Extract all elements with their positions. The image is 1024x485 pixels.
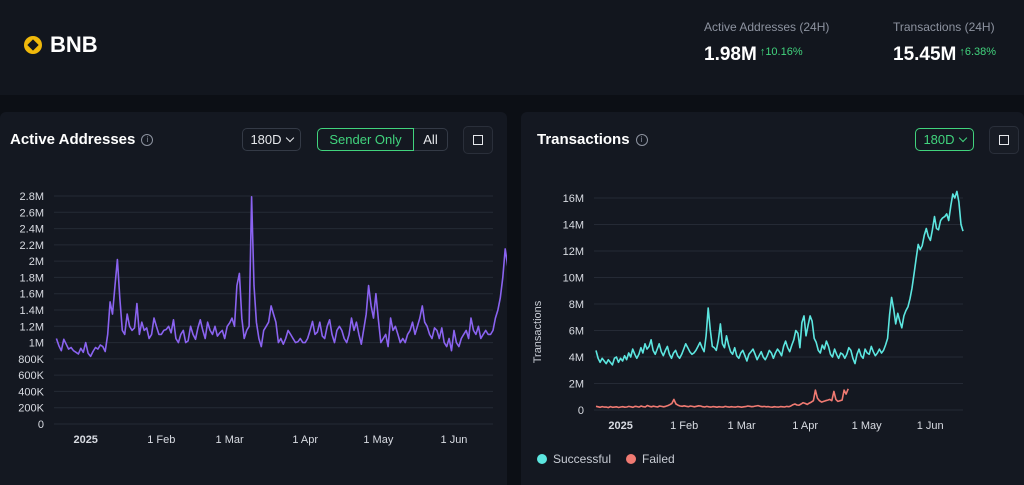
active-addresses-title: Active Addresses i	[10, 131, 154, 148]
y-tick-label: 800K	[18, 354, 44, 366]
y-tick-label: 2M	[29, 256, 44, 268]
x-tick-label: 2025	[608, 420, 632, 432]
panel-title-text: Transactions	[537, 131, 630, 148]
expand-icon	[999, 135, 1004, 140]
x-tick-label: 1 Jun	[441, 434, 468, 446]
range-select-value: 180D	[923, 132, 955, 147]
x-tick-label: 1 May	[363, 434, 393, 446]
legend-dot	[626, 454, 636, 464]
y-tick-label: 200K	[18, 403, 44, 415]
stat-change: ↑10.16%	[760, 46, 803, 58]
series-line-failed	[595, 388, 849, 409]
legend-dot	[537, 454, 547, 464]
y-tick-label: 1M	[29, 338, 44, 350]
stat-change-text: 10.16%	[765, 46, 803, 58]
transactions-panel	[521, 112, 1024, 485]
y-tick-label: 10M	[563, 273, 584, 285]
bnb-logo-icon	[24, 36, 42, 54]
x-tick-label: 1 Apr	[292, 434, 318, 446]
y-tick-label: 2M	[569, 379, 584, 391]
chevron-down-icon	[958, 133, 967, 143]
toggle-label: All	[423, 132, 438, 147]
y-tick-label: 8M	[569, 299, 584, 311]
y-tick-label: 14M	[563, 220, 584, 232]
info-icon[interactable]: i	[141, 133, 154, 146]
transactions-chart: 0 2M 4M 6M 8M 10M 12M 14M 16M 2025 1 Feb 1 Mar 1 Ap…	[532, 190, 964, 432]
expand-icon	[473, 135, 478, 140]
x-tick-label: 1 Mar	[216, 434, 244, 446]
fullscreen-button-right[interactable]	[989, 126, 1019, 154]
y-tick-label: 2.8M	[20, 191, 44, 203]
toggle-all[interactable]: All	[414, 128, 448, 151]
brand: BNB	[24, 32, 98, 58]
y-tick-label: 1.8M	[20, 272, 44, 284]
y-tick-label: 12M	[563, 246, 584, 258]
y-tick-label: 2.6M	[20, 207, 44, 219]
legend-failed[interactable]: Failed	[626, 452, 675, 466]
x-tick-label: 1 Mar	[728, 420, 756, 432]
y-tick-label: 6M	[569, 326, 584, 338]
y-tick-label: 0	[578, 405, 584, 417]
legend-successful[interactable]: Successful	[537, 452, 611, 466]
series-line-successful	[595, 190, 964, 366]
active-addresses-panel	[0, 112, 507, 485]
transactions-title: Transactions i	[537, 131, 648, 148]
toggle-sender-only[interactable]: Sender Only	[317, 128, 414, 151]
stat-value: 15.45M	[893, 44, 957, 65]
toggle-label: Sender Only	[329, 132, 402, 147]
y-tick-label: 1.4M	[20, 305, 44, 317]
stat-active-addresses: Active Addresses (24H) 1.98M ↑10.16%	[704, 20, 829, 66]
stat-transactions: Transactions (24H) 15.45M ↑6.38%	[893, 20, 996, 66]
y-tick-label: 600K	[18, 370, 44, 382]
x-tick-label: 1 Jun	[917, 420, 944, 432]
range-select-value: 180D	[250, 132, 282, 147]
y-tick-label: 2.2M	[20, 240, 44, 252]
chevron-down-icon	[285, 133, 294, 143]
stat-change: ↑6.38%	[959, 46, 996, 58]
summary-header: BNB Active Addresses (24H) 1.98M ↑10.16%…	[0, 0, 1024, 95]
x-tick-label: 1 Feb	[670, 420, 698, 432]
y-tick-label: 2.4M	[20, 224, 44, 236]
stat-value: 1.98M	[704, 44, 757, 65]
fullscreen-button-left[interactable]	[463, 126, 493, 154]
legend-label: Failed	[642, 452, 675, 466]
brand-name: BNB	[50, 32, 98, 57]
x-tick-label: 2025	[73, 434, 97, 446]
stat-label: Active Addresses (24H)	[704, 20, 830, 34]
y-tick-label: 16M	[563, 193, 584, 205]
stat-label: Transactions (24H)	[893, 20, 995, 34]
x-tick-label: 1 May	[852, 420, 882, 432]
y-axis-label: Transactions	[532, 300, 544, 363]
y-tick-label: 1.2M	[20, 321, 44, 333]
y-tick-label: 4M	[569, 352, 584, 364]
range-select-left[interactable]: 180D	[242, 128, 301, 151]
x-tick-label: 1 Apr	[792, 420, 818, 432]
stat-change-text: 6.38%	[964, 46, 997, 58]
x-tick-label: 1 Feb	[147, 434, 175, 446]
y-tick-label: 0	[38, 419, 44, 431]
y-tick-label: 400K	[18, 386, 44, 398]
y-tick-label: 1.6M	[20, 289, 44, 301]
arrow-up-icon: ↑	[959, 46, 965, 58]
range-select-right[interactable]: 180D	[915, 128, 974, 151]
legend-label: Successful	[553, 452, 612, 466]
active-addresses-chart: 0 200K 400K 600K 800K 1M 1.2M 1.4M 1.6M 1.8M 2M 2.2…	[18, 191, 507, 446]
panel-title-text: Active Addresses	[10, 131, 136, 148]
series-line-active-addresses	[55, 195, 507, 358]
arrow-up-icon: ↑	[759, 46, 766, 58]
info-icon[interactable]: i	[635, 133, 648, 146]
